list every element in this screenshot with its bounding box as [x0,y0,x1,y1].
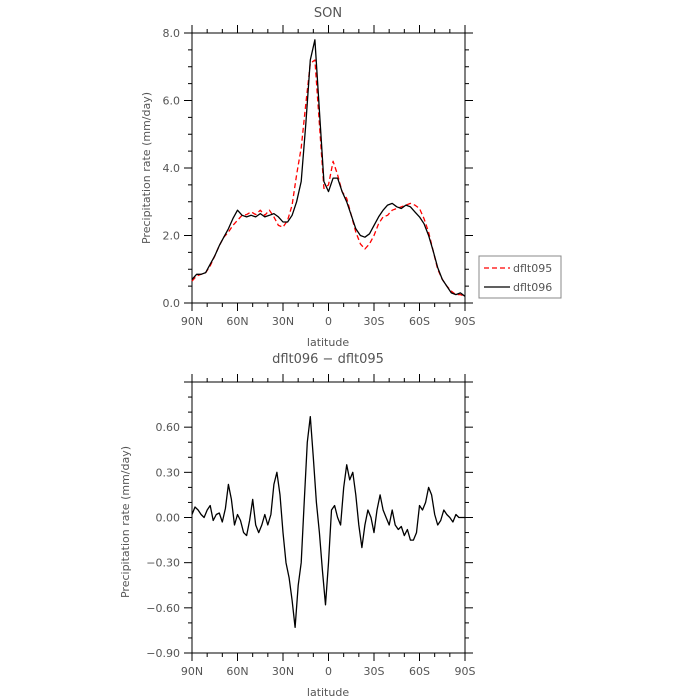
top-x-tick-label: 0 [325,315,332,328]
bottom-series-lines [191,415,465,629]
legend-label-dflt095: dflt095 [513,262,552,275]
top-series-lines [191,39,466,297]
top-y-tick-label: 2.0 [163,230,181,243]
bottom-axis-ticks: 90N 60N 30N 0 30S 60S 90S −0.90 −0.60 −0.30 0.00 0.… [146,374,476,678]
bottom-chart-title: dflt096 − dflt095 [272,352,384,367]
top-x-tick-label: 90N [181,315,203,328]
top-y-tick-label: 0.0 [163,297,181,310]
bottom-x-tick-label: 60S [409,665,430,678]
bottom-y-tick-label: −0.30 [146,557,180,570]
bottom-panel: dflt096 − dflt095 90N 60N 30N 0 30S 60S 90S −0.… [119,352,476,699]
bottom-x-tick-label: 30N [272,665,294,678]
bottom-y-tick-label: 0.30 [156,466,181,479]
top-y-tick-label: 8.0 [163,27,181,40]
top-panel: SON 90N 60N 30N 0 30S 60S 90S 0.0 2.0 4.0 6.0 8.0 l… [140,6,476,349]
bottom-y-tick-label: −0.60 [146,602,180,615]
top-x-tick-label: 30N [272,315,294,328]
bottom-x-axis-label: latitude [307,686,349,699]
top-y-axis-label: Precipitation rate (mm/day) [140,92,153,244]
bottom-x-tick-label: 30S [364,665,385,678]
bottom-series-line-0 [191,415,465,629]
top-x-axis-label: latitude [307,336,349,349]
bottom-y-axis-label: Precipitation rate (mm/day) [119,446,132,598]
top-chart-title: SON [314,6,342,21]
top-x-tick-label: 30S [364,315,385,328]
top-y-tick-label: 4.0 [163,162,181,175]
top-y-tick-label: 6.0 [163,95,181,108]
legend-label-dflt096: dflt096 [513,281,552,294]
top-plot-frame [191,32,466,304]
legend: dflt095 dflt096 [478,255,562,299]
top-series-line-dflt096 [191,39,466,297]
legend-box [478,255,562,299]
top-axis-ticks: 90N 60N 30N 0 30S 60S 90S 0.0 2.0 4.0 6.0 8.0 [163,25,476,328]
bottom-x-tick-label: 90S [455,665,476,678]
top-x-tick-label: 90S [455,315,476,328]
bottom-y-tick-label: 0.00 [156,512,181,525]
top-x-tick-label: 60N [226,315,248,328]
top-series-line-dflt095 [191,59,466,297]
bottom-x-tick-label: 90N [181,665,203,678]
bottom-x-tick-label: 0 [325,665,332,678]
bottom-y-tick-label: −0.90 [146,647,180,660]
bottom-x-tick-label: 60N [226,665,248,678]
top-x-tick-label: 60S [409,315,430,328]
bottom-y-tick-label: 0.60 [156,421,181,434]
